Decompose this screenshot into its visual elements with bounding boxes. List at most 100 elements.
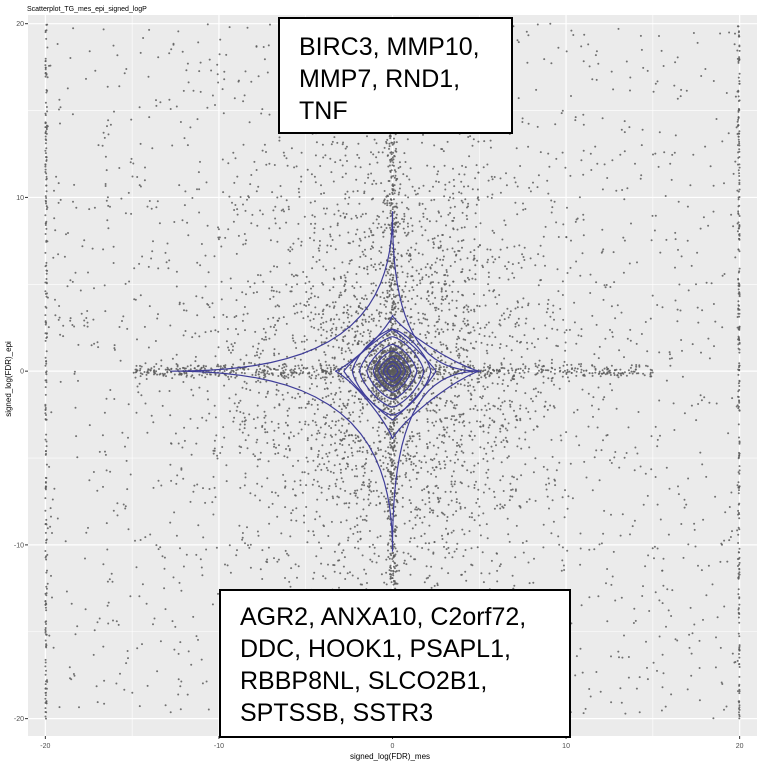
data-point [457, 458, 459, 461]
data-point [386, 292, 389, 294]
data-point [55, 175, 58, 178]
data-point [253, 282, 256, 285]
data-point [535, 88, 538, 91]
data-point [672, 402, 675, 405]
data-point [403, 417, 406, 420]
data-point [444, 290, 447, 293]
data-point [582, 123, 585, 126]
data-point [422, 212, 425, 215]
data-point [511, 475, 514, 478]
data-point [683, 412, 686, 415]
data-point [369, 502, 372, 505]
data-point [354, 441, 357, 444]
data-point [250, 362, 253, 364]
data-point [327, 394, 330, 397]
data-point [382, 336, 385, 339]
data-point [275, 388, 278, 391]
data-point [147, 75, 150, 78]
data-point [217, 346, 220, 349]
data-point [256, 291, 258, 294]
data-point [363, 568, 366, 571]
data-point [411, 230, 414, 233]
data-point [393, 454, 396, 457]
data-point [435, 321, 438, 324]
data-point [412, 328, 415, 331]
data-point [561, 496, 564, 499]
data-point [693, 522, 696, 525]
data-point [471, 516, 473, 519]
data-point [278, 136, 281, 139]
data-point [467, 381, 470, 384]
data-point [452, 324, 455, 327]
data-point [349, 571, 351, 574]
data-point [369, 248, 372, 250]
data-point [401, 496, 404, 499]
data-point [719, 646, 722, 649]
data-point [446, 516, 449, 518]
data-point [503, 446, 506, 448]
data-point [415, 445, 418, 448]
data-point [53, 189, 55, 192]
data-point [406, 421, 409, 424]
data-point [455, 346, 458, 349]
data-point [153, 617, 156, 620]
data-point [459, 415, 462, 418]
data-point [314, 421, 317, 424]
data-point [298, 386, 301, 388]
data-point [429, 303, 432, 306]
data-point [389, 500, 391, 503]
data-point [613, 372, 616, 375]
data-point [594, 145, 597, 148]
data-point [423, 488, 426, 491]
data-point [574, 119, 577, 122]
data-point [278, 403, 281, 406]
data-point [646, 350, 649, 353]
data-point [562, 318, 565, 321]
data-point [372, 389, 375, 391]
data-point [359, 530, 362, 533]
data-point [407, 231, 410, 234]
data-point [317, 453, 320, 456]
data-point [290, 567, 293, 570]
data-point [134, 539, 136, 542]
data-point [511, 335, 514, 338]
data-point [582, 712, 585, 715]
data-point [418, 459, 421, 462]
data-point [521, 253, 524, 256]
data-point [388, 202, 391, 205]
data-point [450, 499, 453, 502]
data-point [337, 419, 340, 422]
data-point [439, 467, 442, 470]
data-point [492, 261, 495, 264]
data-point [58, 98, 61, 101]
data-point [407, 300, 410, 303]
data-point [76, 456, 79, 459]
data-point [228, 397, 231, 400]
data-point [440, 302, 443, 305]
data-point [249, 285, 252, 288]
data-point [489, 146, 492, 149]
data-point [315, 510, 318, 513]
data-point [344, 276, 347, 279]
data-point [496, 504, 499, 507]
data-point [420, 268, 423, 271]
data-point [458, 173, 461, 176]
data-point [361, 335, 364, 337]
data-point [493, 231, 496, 234]
data-point [596, 162, 599, 165]
data-point [316, 385, 318, 388]
data-point [618, 656, 620, 659]
data-point [639, 34, 642, 37]
data-point [372, 241, 375, 244]
data-point [560, 569, 563, 572]
data-point [143, 179, 146, 182]
data-point [372, 426, 374, 429]
data-point [309, 237, 311, 239]
data-point [334, 393, 337, 396]
data-point [293, 368, 296, 370]
data-point [381, 281, 384, 284]
data-point [487, 365, 489, 368]
data-point [383, 229, 386, 232]
data-point [480, 397, 483, 400]
data-point [580, 335, 583, 338]
